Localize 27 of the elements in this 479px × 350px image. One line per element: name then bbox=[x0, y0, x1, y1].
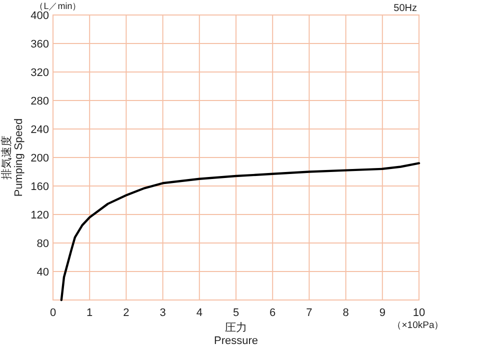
y-tick-label: 200 bbox=[30, 152, 49, 164]
y-tick-label: 120 bbox=[30, 210, 49, 222]
x-tick-label: 0 bbox=[50, 307, 56, 319]
text: （L／min） bbox=[34, 1, 82, 11]
x-tick-label: 4 bbox=[196, 307, 202, 319]
x-tick-label: 3 bbox=[160, 307, 166, 319]
y-tick-label: 240 bbox=[30, 124, 49, 136]
y-tick-label: 360 bbox=[30, 38, 49, 50]
y-tick-label: 400 bbox=[30, 10, 49, 22]
text: （×10kPa） bbox=[392, 320, 444, 331]
x-axis-title: 圧力 Pressure bbox=[214, 321, 258, 347]
line-series bbox=[60, 162, 420, 302]
y-tick-label: 40 bbox=[36, 266, 49, 278]
x-tick-label: 9 bbox=[379, 307, 386, 319]
x-tick-label: 6 bbox=[270, 307, 276, 319]
x-tick-label: 10 bbox=[412, 307, 426, 319]
y-axis-title: 排気速度 Pumping Speed bbox=[0, 118, 25, 197]
x-tick-label: 2 bbox=[123, 307, 130, 319]
y-tick-label: 320 bbox=[30, 67, 49, 79]
x-tick-label: 5 bbox=[232, 307, 240, 319]
y-tick-label: 80 bbox=[36, 238, 49, 250]
x-tick-label: 8 bbox=[342, 307, 349, 319]
x-tick-label: 7 bbox=[306, 307, 312, 319]
y-tick-label: 160 bbox=[30, 181, 49, 193]
y-tick-label: 280 bbox=[30, 96, 49, 108]
chart-subtitle: 50Hz bbox=[394, 3, 417, 14]
x-tick-label: 1 bbox=[86, 307, 93, 319]
